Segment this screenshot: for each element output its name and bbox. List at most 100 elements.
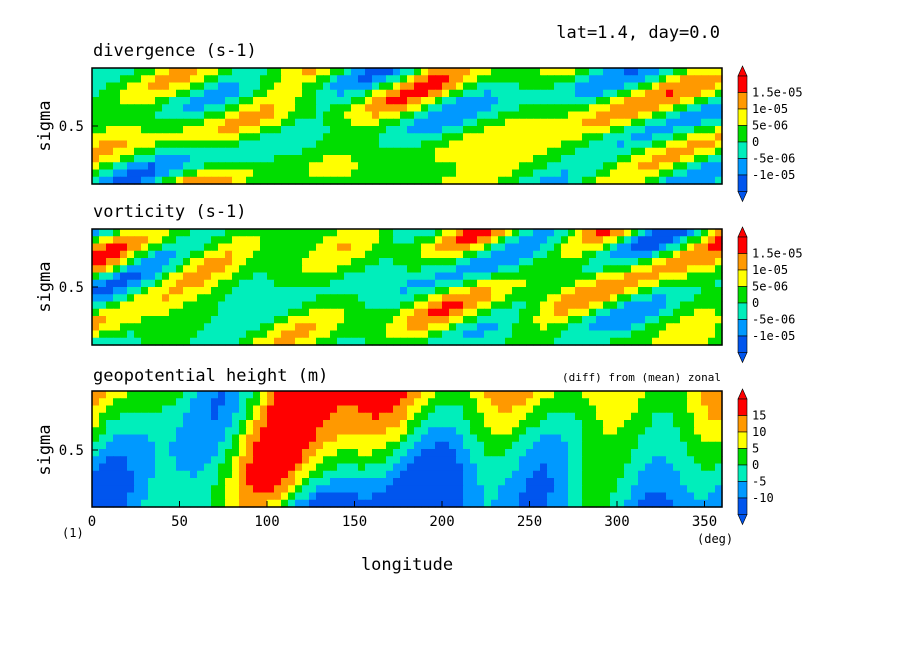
contour-cell xyxy=(442,89,450,98)
contour-cell xyxy=(477,68,485,76)
contour-cell xyxy=(92,434,100,443)
contour-cell xyxy=(694,449,702,457)
contour-cell xyxy=(351,75,359,84)
contour-cell xyxy=(288,323,296,332)
contour-cell xyxy=(246,104,254,113)
contour-cell xyxy=(246,155,254,163)
contour-cell xyxy=(603,301,611,310)
contour-cell xyxy=(652,68,660,76)
contour-cell xyxy=(267,391,275,399)
contour-cell xyxy=(218,155,226,163)
contour-cell xyxy=(519,82,527,91)
contour-cell xyxy=(183,265,191,274)
contour-cell xyxy=(274,97,282,105)
contour-cell xyxy=(386,118,394,127)
contour-cell xyxy=(708,391,716,399)
contour-cell xyxy=(414,420,422,428)
contour-cell xyxy=(204,449,212,457)
x-tick-label: 250 xyxy=(517,514,542,530)
contour-cell xyxy=(484,330,492,339)
contour-cell xyxy=(323,337,331,346)
contour-cell xyxy=(687,229,695,237)
contour-cell xyxy=(491,316,499,324)
contour-cell xyxy=(701,140,709,149)
contour-cell xyxy=(134,229,142,237)
contour-cell xyxy=(183,301,191,310)
contour-cell xyxy=(169,133,177,142)
contour-cell xyxy=(134,89,142,98)
contour-cell xyxy=(512,68,520,76)
contour-cell xyxy=(365,118,373,127)
contour-cell xyxy=(666,250,674,259)
contour-cell xyxy=(295,104,303,113)
contour-cell xyxy=(106,391,114,399)
contour-cell xyxy=(148,301,156,310)
contour-cell xyxy=(701,323,709,332)
contour-cell xyxy=(162,337,170,346)
contour-cell xyxy=(113,82,121,91)
contour-cell xyxy=(260,279,268,288)
contour-cell xyxy=(449,463,457,472)
contour-cell xyxy=(225,478,233,486)
contour-cell xyxy=(386,478,394,486)
contour-cell xyxy=(575,456,583,465)
contour-cell xyxy=(463,301,471,310)
contour-cell xyxy=(428,75,436,84)
contour-cell xyxy=(358,434,366,443)
contour-cell xyxy=(456,97,464,105)
contour-cell xyxy=(533,449,541,457)
contour-cell xyxy=(442,478,450,486)
contour-cell xyxy=(148,323,156,332)
contour-cell xyxy=(428,463,436,472)
contour-cell xyxy=(645,434,653,443)
contour-cell xyxy=(232,441,240,450)
contour-cell xyxy=(470,427,478,436)
contour-cell xyxy=(442,140,450,149)
contour-cell xyxy=(281,126,289,134)
contour-cell xyxy=(617,140,625,149)
contour-cell xyxy=(141,140,149,149)
contour-cell xyxy=(218,337,226,346)
contour-cell xyxy=(449,133,457,142)
contour-cell xyxy=(470,478,478,486)
contour-cell xyxy=(225,449,233,457)
contour-cell xyxy=(225,294,233,303)
contour-cell xyxy=(246,492,254,501)
contour-cell xyxy=(176,126,184,134)
contour-cell xyxy=(435,97,443,105)
contour-cell xyxy=(295,456,303,465)
contour-cell xyxy=(169,499,177,508)
contour-cell xyxy=(358,176,366,185)
contour-cell xyxy=(358,68,366,76)
contour-cell xyxy=(281,441,289,450)
contour-cell xyxy=(127,434,135,443)
contour-cell xyxy=(337,398,345,407)
contour-cell xyxy=(645,111,653,120)
colorbar-segment xyxy=(737,108,748,126)
contour-cell xyxy=(358,294,366,303)
contour-cell xyxy=(708,111,716,120)
contour-cell xyxy=(463,391,471,399)
contour-cell xyxy=(491,301,499,310)
contour-cell xyxy=(512,118,520,127)
contour-cell xyxy=(652,485,660,494)
contour-cell xyxy=(498,258,506,266)
contour-cell xyxy=(281,308,289,317)
contour-cell xyxy=(148,434,156,443)
contour-cell xyxy=(99,412,107,421)
contour-cell xyxy=(414,316,422,324)
contour-cell xyxy=(211,391,219,399)
contour-cell xyxy=(127,147,135,156)
contour-cell xyxy=(281,258,289,266)
contour-cell xyxy=(190,287,198,295)
contour-cell xyxy=(715,323,723,332)
contour-cell xyxy=(435,126,443,134)
colorbar-segment xyxy=(737,319,748,337)
contour-cell xyxy=(519,155,527,163)
contour-cell xyxy=(134,301,142,310)
contour-cell xyxy=(568,441,576,450)
contour-cell xyxy=(428,147,436,156)
contour-cell xyxy=(386,301,394,310)
contour-cell xyxy=(274,485,282,494)
